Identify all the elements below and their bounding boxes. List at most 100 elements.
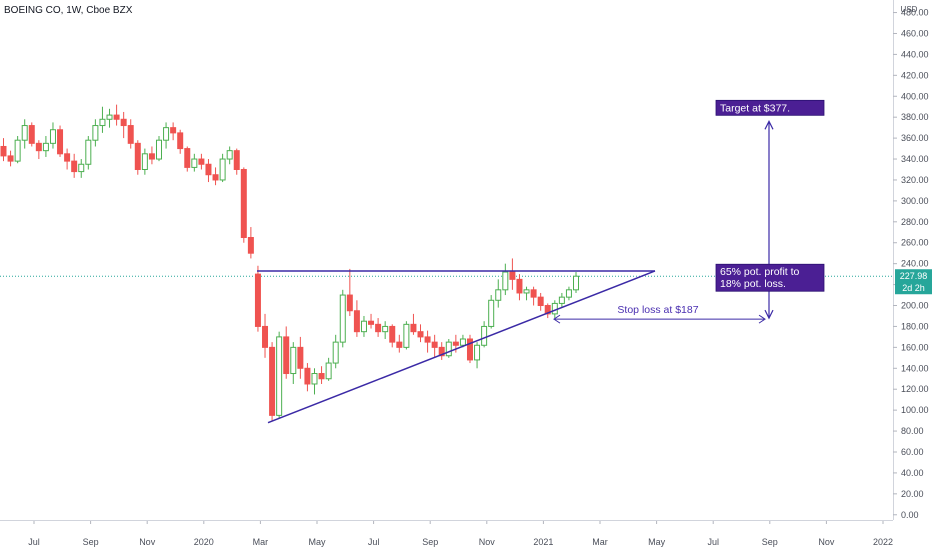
candle-body xyxy=(163,127,170,141)
candle-body xyxy=(290,346,297,375)
candle-body xyxy=(565,289,572,298)
candle-body xyxy=(325,362,332,380)
candle-body xyxy=(516,278,523,294)
candle xyxy=(375,318,382,337)
candle-body xyxy=(481,325,488,346)
candle xyxy=(92,119,99,147)
y-tick-label: 460.00 xyxy=(901,28,929,38)
candle-body xyxy=(431,341,438,348)
bar-countdown: 2d 2h xyxy=(902,283,925,293)
candle xyxy=(212,167,219,186)
candle xyxy=(424,330,431,353)
candle xyxy=(325,357,332,381)
candle xyxy=(339,289,346,348)
candle-body xyxy=(0,145,7,157)
candle xyxy=(445,338,452,358)
candle-body xyxy=(558,296,565,304)
candle xyxy=(382,321,389,339)
y-tick-label: 280.00 xyxy=(901,217,929,227)
ratio-label-line1: 65% pot. profit to xyxy=(720,266,800,278)
y-tick-label: 300.00 xyxy=(901,196,929,206)
candle-body xyxy=(530,289,537,298)
y-tick-label: 360.00 xyxy=(901,133,929,143)
candle-body xyxy=(339,294,346,343)
candle-body xyxy=(375,323,382,333)
candle-body xyxy=(466,338,473,361)
x-tick-label: Jul xyxy=(368,537,380,547)
candle-body xyxy=(346,294,353,312)
y-tick-label: 380.00 xyxy=(901,112,929,122)
candle xyxy=(141,148,148,175)
candle-body xyxy=(205,163,212,176)
candle-body xyxy=(311,373,318,385)
x-tick-label: 2022 xyxy=(873,537,893,547)
candle xyxy=(219,153,226,183)
candle-body xyxy=(488,299,495,327)
candle xyxy=(417,324,424,343)
candle-body xyxy=(85,139,92,165)
candle xyxy=(163,122,170,149)
currency-label: USD xyxy=(901,5,918,14)
candle xyxy=(481,321,488,348)
candle-body xyxy=(332,341,339,364)
candle-body xyxy=(254,273,261,327)
candle xyxy=(191,153,198,172)
candle xyxy=(459,334,466,348)
candle xyxy=(565,286,572,301)
chart-title: BOEING CO, 1W, Cboe BZX xyxy=(4,5,133,16)
candle xyxy=(530,286,537,306)
candle-body xyxy=(304,367,311,385)
candle xyxy=(262,313,269,358)
candle xyxy=(57,125,64,157)
candle xyxy=(283,326,290,379)
x-tick-label: Nov xyxy=(479,537,496,547)
y-tick-label: 180.00 xyxy=(901,321,929,331)
x-tick-label: Jul xyxy=(28,537,40,547)
candle-body xyxy=(445,341,452,357)
candle-body xyxy=(523,289,530,294)
y-tick-label: 260.00 xyxy=(901,238,929,248)
candle-body xyxy=(389,325,396,343)
candle-body xyxy=(283,336,290,375)
candle xyxy=(177,129,184,154)
candle-body xyxy=(297,346,304,369)
candle xyxy=(127,119,134,149)
ratio-label-box xyxy=(715,263,825,292)
candle-body xyxy=(184,148,191,168)
candle xyxy=(276,331,283,419)
candle xyxy=(21,119,28,149)
candle-body xyxy=(452,341,459,346)
candle-body xyxy=(410,323,417,333)
y-tick-label: 60.00 xyxy=(901,447,924,457)
x-tick-label: Jul xyxy=(707,537,719,547)
candle-body xyxy=(360,320,367,333)
target-label-text: Target at $377. xyxy=(720,102,790,114)
candle-body xyxy=(537,296,544,307)
x-tick-label: Sep xyxy=(762,537,778,547)
candle xyxy=(42,136,49,157)
support-trendline xyxy=(267,270,656,424)
candle xyxy=(198,153,205,170)
candle-body xyxy=(71,160,78,173)
candle-body xyxy=(127,125,134,144)
candle xyxy=(14,136,21,164)
candle xyxy=(431,334,438,358)
candle xyxy=(304,363,311,392)
last-price-tag: 227.98 2d 2h xyxy=(895,269,932,295)
x-tick-label: 2021 xyxy=(533,537,553,547)
target-label-box xyxy=(715,99,825,116)
y-tick-label: 400.00 xyxy=(901,91,929,101)
y-tick-label: 100.00 xyxy=(901,405,929,415)
candle xyxy=(71,153,78,178)
candle xyxy=(502,263,509,296)
candle xyxy=(573,272,580,293)
candle-body xyxy=(28,125,35,144)
candle-body xyxy=(134,142,141,170)
candle xyxy=(389,324,396,348)
candle xyxy=(311,368,318,395)
candle-body xyxy=(269,346,276,416)
candle xyxy=(28,122,35,147)
x-tick-label: Nov xyxy=(818,537,835,547)
candle xyxy=(558,292,565,308)
